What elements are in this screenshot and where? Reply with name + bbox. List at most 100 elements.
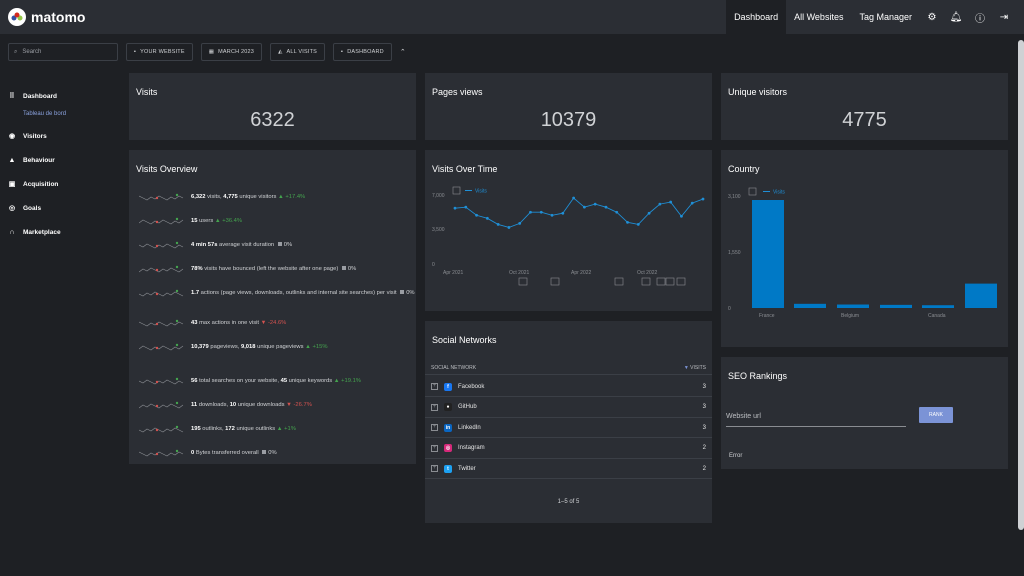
overview-text: 6,322 visits, 4,775 unique visitors ▲ +1… — [191, 193, 416, 201]
sparkline[interactable] — [139, 316, 185, 330]
page-scrollbar[interactable] — [1018, 40, 1024, 530]
data-point[interactable] — [680, 214, 683, 218]
bar[interactable] — [965, 283, 997, 308]
sidebar-item-acquisition[interactable]: ▣ Acquisition — [8, 172, 118, 196]
metric-delta: 0% — [283, 242, 293, 248]
sidebar-item-behaviour[interactable]: ▲ Behaviour — [8, 148, 118, 172]
bullet-icon: ▪ — [134, 49, 137, 55]
nav-dashboard[interactable]: Dashboard — [726, 0, 787, 34]
website-selector[interactable]: ▪ YOUR WEBSITE — [126, 43, 193, 61]
trend-down-icon: ▼ — [286, 402, 294, 408]
data-point[interactable] — [496, 223, 500, 226]
sidebar-item-goals[interactable]: ◎ Goals — [8, 196, 118, 220]
data-point[interactable] — [701, 197, 705, 201]
data-point[interactable] — [539, 210, 543, 214]
data-point[interactable] — [604, 205, 608, 209]
dashboard-label: DASHBOARD — [347, 49, 384, 55]
overview-text: 4 min 57s average visit duration 0% — [191, 241, 416, 249]
annotation-icon[interactable] — [518, 277, 528, 286]
data-point[interactable] — [626, 220, 629, 224]
nav-tag-manager[interactable]: Tag Manager — [859, 12, 912, 22]
expand-icon[interactable]: + — [431, 383, 438, 390]
annotation-icon[interactable] — [676, 277, 686, 286]
logout-icon[interactable]: ⇥ — [999, 11, 1009, 23]
sparkline[interactable] — [139, 238, 185, 252]
data-point[interactable] — [582, 205, 586, 209]
data-point[interactable] — [593, 202, 597, 206]
table-row[interactable]: + ◎ Instagram 2 — [425, 439, 712, 459]
column-header-network[interactable]: SOCIAL NETWORK — [431, 364, 477, 371]
sidebar-subitem-tableau-de-bord[interactable]: Tableau de bord — [23, 111, 67, 117]
sparkline[interactable] — [139, 286, 185, 300]
expand-icon[interactable]: + — [431, 424, 438, 431]
pageviews-card: Pages views 10379 — [425, 73, 712, 140]
gear-icon[interactable]: ⚙ — [927, 11, 937, 23]
data-point[interactable] — [690, 201, 694, 205]
legend-toggle-icon[interactable] — [748, 187, 757, 196]
data-point[interactable] — [615, 210, 619, 214]
data-point[interactable] — [507, 226, 511, 229]
sidebar-item-label: Marketplace — [23, 228, 61, 236]
sparkline[interactable] — [139, 446, 185, 460]
annotation-icon[interactable] — [665, 277, 675, 286]
help-icon[interactable]: ⓘ — [975, 13, 985, 25]
data-point[interactable] — [669, 200, 673, 204]
data-point[interactable] — [636, 223, 640, 226]
table-row[interactable]: + ● GitHub 3 — [425, 398, 712, 418]
expand-icon[interactable]: + — [431, 444, 438, 452]
collapse-icon[interactable]: ⌃ — [399, 49, 406, 56]
data-point[interactable] — [485, 216, 489, 220]
annotation-icon[interactable] — [656, 277, 666, 286]
dashboard-selector[interactable]: ▪ DASHBOARD — [333, 43, 392, 61]
sparkline[interactable] — [139, 340, 185, 354]
website-url-field[interactable]: Website url — [726, 407, 906, 427]
column-header-visits[interactable]: ▼ VISITS — [684, 365, 706, 371]
trend-up-icon: ▲ — [214, 218, 223, 224]
data-point[interactable] — [658, 202, 662, 206]
annotation-icon[interactable] — [550, 277, 560, 286]
data-point[interactable] — [453, 206, 457, 210]
sparkline[interactable] — [139, 374, 185, 388]
rank-button[interactable]: RANK — [919, 407, 953, 423]
date-selector[interactable]: ▦ MARCH 2023 — [200, 43, 263, 61]
data-point[interactable] — [518, 221, 522, 225]
table-row[interactable]: + t Twitter 2 — [425, 459, 712, 479]
overview-text: 78% visits have bounced (left the websit… — [191, 265, 416, 273]
visits-card: Visits 6322 — [129, 73, 416, 140]
table-row[interactable]: + f Facebook 3 — [425, 377, 712, 397]
data-point[interactable] — [464, 205, 468, 209]
matomo-logo[interactable]: matomo — [8, 8, 85, 26]
sidebar-item-dashboard[interactable]: ⠿ Dashboard — [8, 84, 118, 108]
bar[interactable] — [752, 200, 784, 308]
segment-selector[interactable]: ◭ ALL VISITS — [270, 43, 326, 61]
bar[interactable] — [794, 303, 826, 308]
sparkline[interactable] — [139, 398, 185, 412]
top-bar: matomo Dashboard All Websites Tag Manage… — [0, 0, 1024, 34]
visits-line-chart[interactable]: Visits 7,000 3,500 0 Apr 2021 Oct 2021 Apr 202… — [425, 150, 712, 311]
legend-toggle-icon[interactable] — [452, 186, 461, 195]
expand-icon[interactable]: + — [431, 465, 438, 472]
sidebar-item-marketplace[interactable]: ∩ Marketplace — [8, 220, 118, 244]
sparkline[interactable] — [139, 190, 185, 204]
annotation-icon[interactable] — [614, 277, 624, 286]
table-row[interactable]: + in LinkedIn 3 — [425, 418, 712, 438]
bar[interactable] — [837, 304, 869, 308]
sparkline[interactable] — [139, 422, 185, 436]
data-point[interactable] — [561, 211, 565, 215]
data-point[interactable] — [550, 213, 554, 217]
sparkline[interactable] — [139, 262, 185, 276]
sidebar-item-visitors[interactable]: ◉ Visitors — [8, 124, 118, 148]
expand-icon[interactable]: + — [431, 403, 438, 411]
bar[interactable] — [880, 304, 912, 308]
country-bar-chart[interactable]: Visits 3,100 1,550 0 France Belgium Canada — [721, 150, 1008, 347]
bar[interactable] — [922, 305, 954, 308]
annotation-icon[interactable] — [641, 277, 651, 286]
data-point[interactable] — [647, 211, 651, 215]
sparkline[interactable] — [139, 214, 185, 228]
data-point[interactable] — [572, 196, 576, 200]
nav-all-websites[interactable]: All Websites — [794, 12, 844, 22]
bell-icon[interactable]: 🔔︎ — [949, 11, 963, 23]
data-point[interactable] — [475, 213, 478, 217]
search-input[interactable]: ⌕ Search — [8, 43, 118, 61]
data-point[interactable] — [529, 210, 532, 214]
